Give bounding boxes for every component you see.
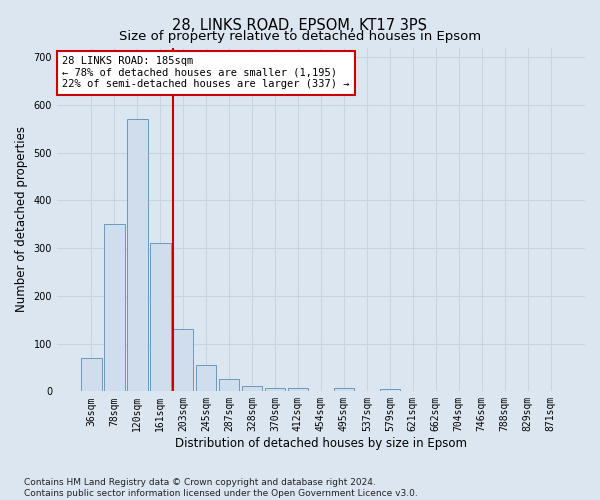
Bar — [150, 244, 170, 392]
Bar — [219, 380, 239, 392]
Text: 28, LINKS ROAD, EPSOM, KT17 3PS: 28, LINKS ROAD, EPSOM, KT17 3PS — [173, 18, 427, 32]
Text: Contains HM Land Registry data © Crown copyright and database right 2024.
Contai: Contains HM Land Registry data © Crown c… — [24, 478, 418, 498]
Bar — [104, 224, 125, 392]
Bar — [265, 388, 286, 392]
Bar — [380, 389, 400, 392]
X-axis label: Distribution of detached houses by size in Epsom: Distribution of detached houses by size … — [175, 437, 467, 450]
Bar — [242, 386, 262, 392]
Y-axis label: Number of detached properties: Number of detached properties — [15, 126, 28, 312]
Bar — [287, 388, 308, 392]
Bar — [127, 119, 148, 392]
Text: 28 LINKS ROAD: 185sqm
← 78% of detached houses are smaller (1,195)
22% of semi-d: 28 LINKS ROAD: 185sqm ← 78% of detached … — [62, 56, 350, 90]
Bar — [334, 388, 354, 392]
Bar — [81, 358, 101, 392]
Text: Size of property relative to detached houses in Epsom: Size of property relative to detached ho… — [119, 30, 481, 43]
Bar — [196, 365, 217, 392]
Bar — [173, 330, 193, 392]
